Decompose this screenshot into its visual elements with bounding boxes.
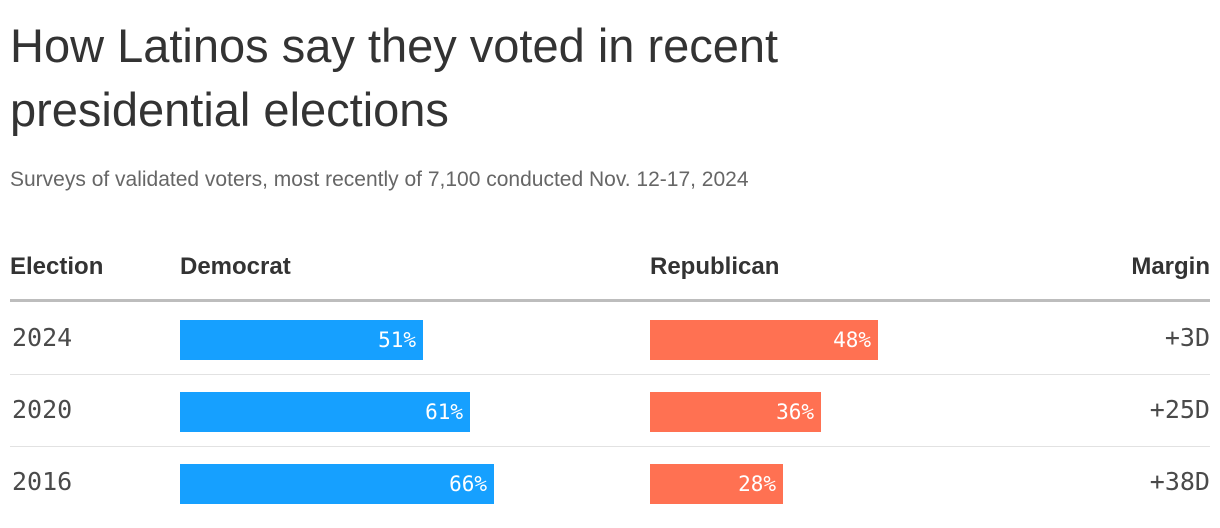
column-header-democrat: Democrat <box>180 253 291 280</box>
row-separator <box>10 374 1210 375</box>
column-header-election: Election <box>10 253 104 280</box>
column-header-republican: Republican <box>650 253 780 280</box>
row-separator <box>10 446 1210 447</box>
democrat-bar: 61% <box>180 392 470 432</box>
column-header-margin: Margin <box>1131 253 1210 280</box>
chart-subtitle: Surveys of validated voters, most recent… <box>10 168 749 191</box>
democrat-bar: 66% <box>180 464 494 504</box>
margin-value: +38D <box>1149 467 1210 496</box>
chart-title: How Latinos say they voted in recent pre… <box>10 19 779 136</box>
republican-bar: 28% <box>650 464 783 504</box>
election-year-label: 2020 <box>12 395 73 424</box>
election-year-label: 2016 <box>12 467 73 496</box>
republican-bar: 48% <box>650 320 878 360</box>
election-year-label: 2024 <box>12 323 73 352</box>
table-row: 2020 61% 36% +25D <box>0 392 1220 432</box>
republican-bar: 36% <box>650 392 821 432</box>
header-rule <box>10 299 1210 302</box>
democrat-bar: 51% <box>180 320 423 360</box>
table-row: 2016 66% 28% +38D <box>0 464 1220 504</box>
margin-value: +3D <box>1164 323 1210 352</box>
margin-value: +25D <box>1149 395 1210 424</box>
table-row: 2024 51% 48% +3D <box>0 320 1220 360</box>
